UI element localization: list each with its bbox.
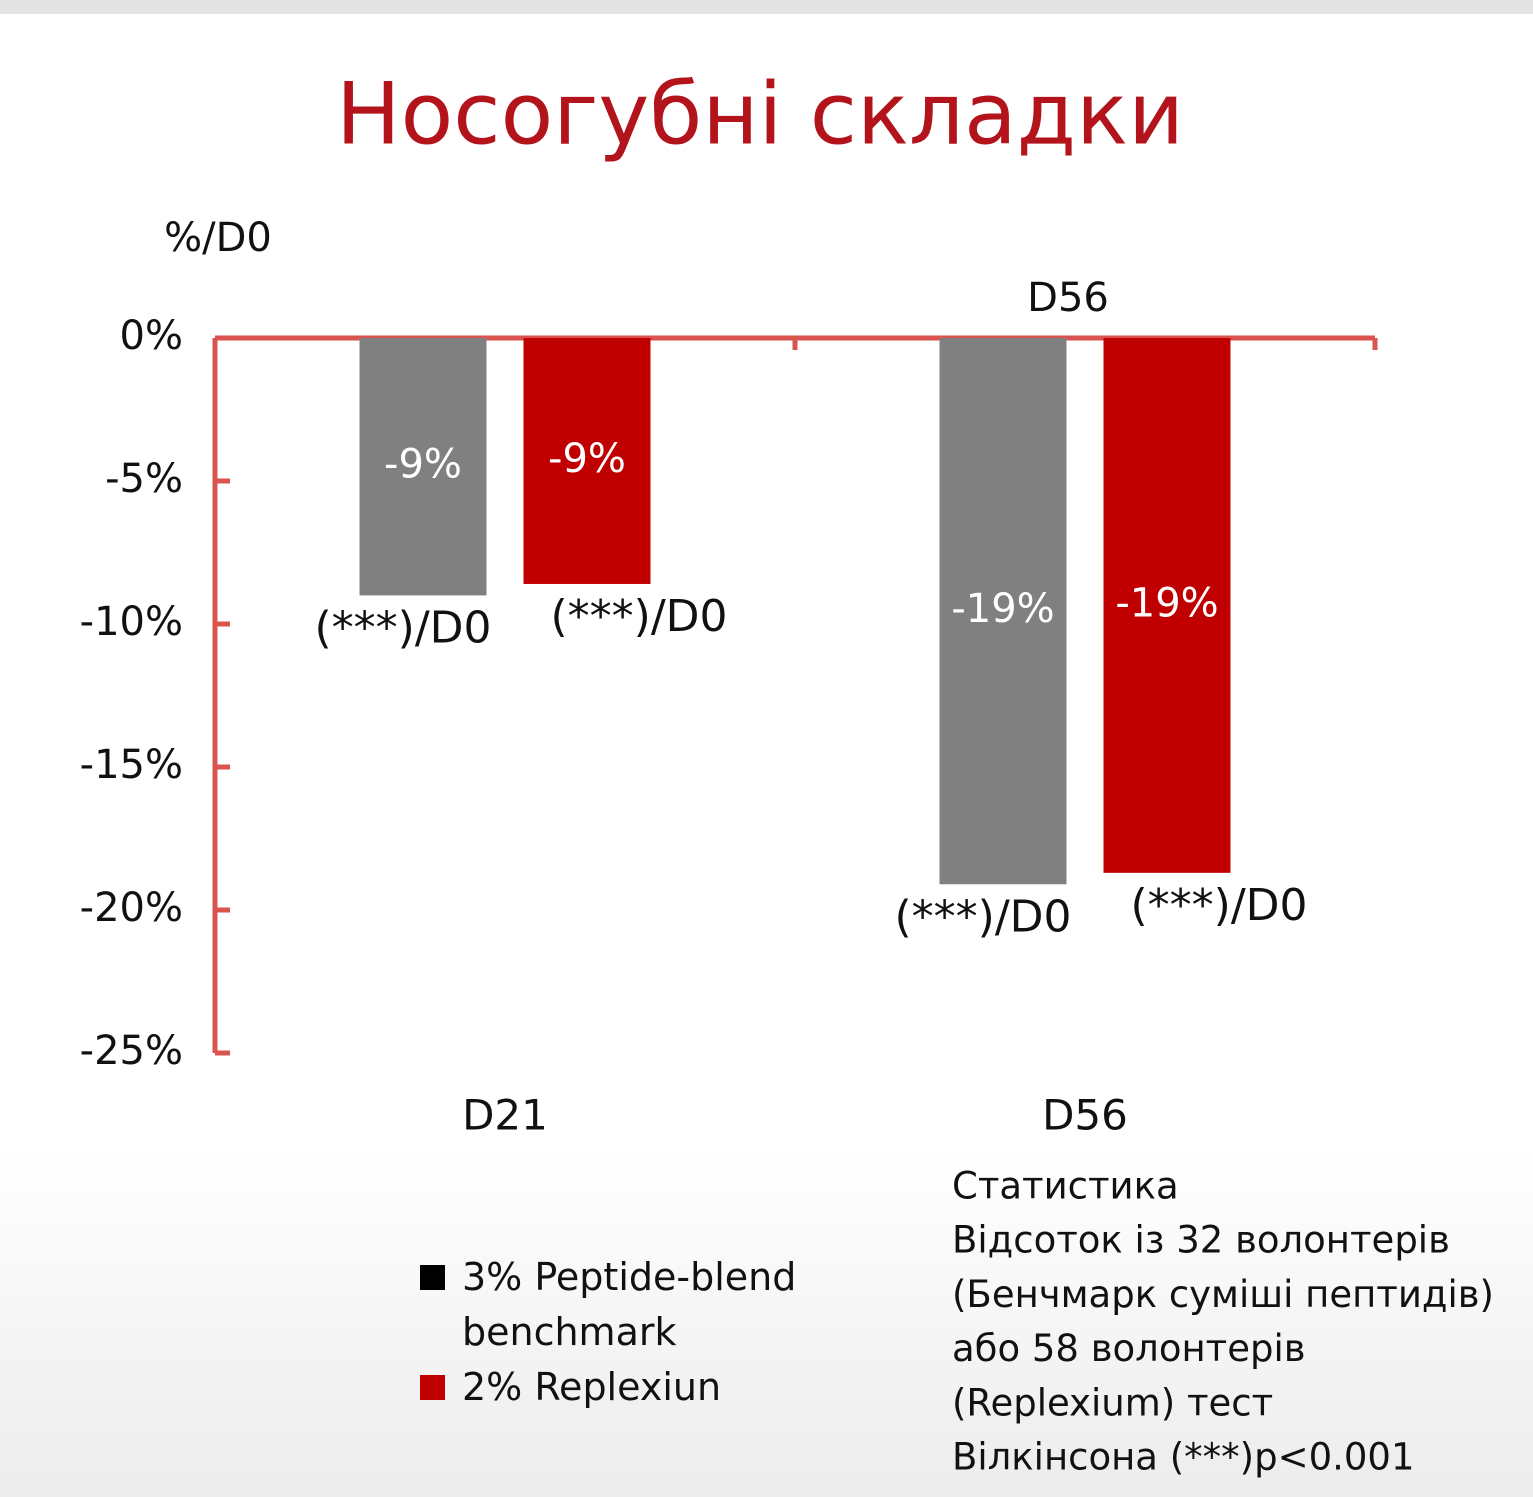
legend-item: 2% Replexiun bbox=[420, 1360, 810, 1415]
y-tick-label: -15% bbox=[80, 742, 183, 788]
value-label: -9% bbox=[384, 442, 462, 488]
legend-label: 3% Peptide-blend benchmark bbox=[462, 1255, 797, 1354]
bar bbox=[939, 338, 1067, 885]
note-line: Вілкінсона (***)p<0.001 bbox=[952, 1436, 1415, 1479]
x-tick-label: D56 bbox=[1042, 1091, 1128, 1140]
legend-swatch bbox=[420, 1375, 445, 1400]
top-label: D56 bbox=[1027, 275, 1109, 321]
chart-title: Носогубні складки bbox=[336, 64, 1184, 164]
significance-label: (***)/D0 bbox=[550, 591, 727, 642]
legend-label: 2% Replexiun bbox=[462, 1365, 722, 1409]
y-tick-label: -5% bbox=[105, 456, 183, 502]
note-line: Статистика bbox=[952, 1165, 1179, 1208]
y-tick-label: 0% bbox=[120, 313, 183, 359]
value-label: -9% bbox=[548, 436, 626, 482]
note-line: або 58 волонтерів bbox=[952, 1327, 1306, 1370]
y-tick-label: -25% bbox=[80, 1028, 183, 1074]
x-tick-label: D21 bbox=[462, 1091, 548, 1140]
legend: 3% Peptide-blend benchmark 2% Replexiun bbox=[420, 1250, 810, 1415]
note-line: Відсоток із 32 волонтерів bbox=[952, 1219, 1450, 1262]
bar bbox=[523, 338, 651, 584]
bar bbox=[1103, 338, 1231, 873]
legend-swatch bbox=[420, 1265, 445, 1290]
significance-label: (***)/D0 bbox=[314, 602, 491, 653]
top-strip bbox=[0, 0, 1533, 14]
significance-label: (***)/D0 bbox=[1130, 880, 1307, 931]
note-line: (Replexium) тест bbox=[952, 1381, 1273, 1424]
value-label: -19% bbox=[951, 586, 1054, 632]
legend-item: 3% Peptide-blend benchmark bbox=[420, 1250, 810, 1360]
bar bbox=[359, 338, 487, 596]
y-tick-label: -20% bbox=[80, 885, 183, 931]
significance-label: (***)/D0 bbox=[894, 891, 1071, 942]
note-line: (Бенчмарк суміші пептидів) bbox=[952, 1273, 1494, 1316]
y-axis-title: %/D0 bbox=[164, 215, 272, 261]
value-label: -19% bbox=[1115, 580, 1218, 626]
y-tick-label: -10% bbox=[80, 599, 183, 645]
